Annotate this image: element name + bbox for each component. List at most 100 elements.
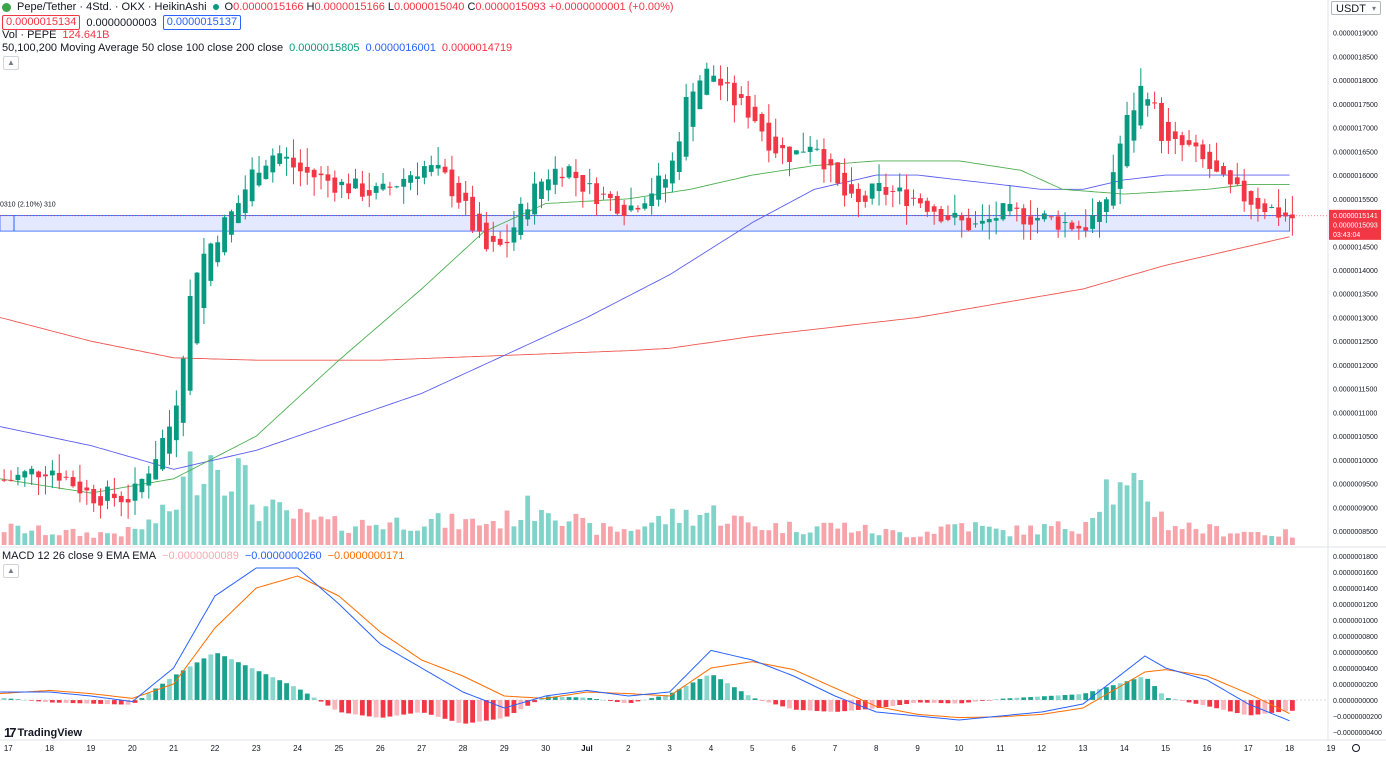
c-value: 0.0000015093 [475,1,546,13]
volume-bar [855,531,861,545]
volume-bar [1227,533,1233,545]
macd-histogram-bar [614,700,620,702]
candle-body [1193,142,1199,147]
candle-body [1269,207,1275,209]
volume-bar [621,529,627,545]
candle-body [387,186,393,188]
price-tick-label: 0.0000014000 [1333,268,1378,275]
currency-selector[interactable]: USDT ▾ [1331,1,1381,15]
volume-bar [649,522,655,545]
l-value: 0.0000015040 [394,1,465,13]
macd-histogram-bar [1000,698,1006,700]
macd-histogram-bar [594,699,599,700]
macd-histogram-bar [229,659,234,700]
macd-histogram-bar [1269,700,1275,713]
volume-bar [180,476,186,545]
candle-body [463,192,469,201]
volume-bar [359,519,365,545]
volume-bar [738,516,744,545]
candle-body [745,96,751,118]
collapse-legend-button[interactable]: ▲ [3,56,19,70]
candle-body [711,75,717,82]
candle-body [373,186,379,193]
candle-body [173,405,179,441]
volume-bar [29,530,35,545]
macd-histogram-bar [235,662,241,700]
macd-histogram-bar [532,700,537,703]
volume-bar [256,521,262,545]
volume-bar [346,532,351,545]
macd-histogram-bar [180,670,186,700]
ma-label[interactable]: 50,100,200 Moving Average 50 close 100 c… [2,42,284,54]
volume-bar [1131,472,1137,545]
candle-body [504,241,510,244]
chevron-down-icon: ▾ [1371,4,1376,13]
time-tick-label: 5 [750,744,755,753]
volume-bar [1090,517,1096,545]
candle-body [649,193,655,206]
candle-body [105,486,110,501]
volume-label: Vol · PEPE [2,29,57,41]
macd-histogram-bar [966,700,972,703]
candle-body [449,169,455,197]
price-tick-label: 0.0000008500 [1333,529,1378,536]
macd-histogram-bar [1021,697,1027,700]
macd-histogram-bar [787,700,792,709]
volume-bar [456,529,462,545]
settings-icon[interactable] [1352,744,1360,752]
volume-bar [1165,530,1171,545]
candle-body [1145,99,1151,106]
volume-bar [511,526,517,545]
macd-label[interactable]: MACD 12 26 close 9 EMA EMA [2,550,157,562]
volume-bar [36,525,41,545]
volume-bar [1021,534,1027,545]
macd-histogram-bar [924,700,930,703]
volume-bar [1055,521,1061,545]
candle-body [849,184,854,194]
volume-bar [22,533,28,545]
macd-histogram-bar [690,682,696,700]
volume-bar [146,519,152,545]
volume-bar [43,535,48,545]
header-line-1: Pepe/Tether · 4Std. · OKX · HeikinAshi O… [2,1,674,13]
candle-body [855,188,861,203]
macd-histogram-bar [1007,698,1013,700]
macd-histogram-bar [979,700,985,701]
collapse-macd-button[interactable]: ▲ [3,564,19,578]
candle-body [8,479,14,481]
macd-histogram-bar [835,700,841,712]
volume-bar [966,531,972,545]
volume-bar [752,526,758,545]
candle-body [49,470,55,476]
bid-price-button[interactable]: 0.0000015134 [2,15,81,30]
o-value: 0.0000015166 [233,1,304,13]
volume-bar [697,514,703,545]
volume-bar [979,525,985,545]
symbol-title[interactable]: Pepe/Tether · 4Std. · OKX · HeikinAshi [17,1,207,13]
macd-histogram-bar [339,700,345,713]
candle-body [669,160,675,184]
macd-histogram-bar [43,700,48,702]
volume-bar [1179,529,1185,545]
macd-histogram-bar [242,665,248,700]
volume-bar [745,522,751,545]
volume-bar [704,512,710,545]
macd-histogram-bar [477,700,482,722]
ask-price-button[interactable]: 0.0000015137 [162,15,242,30]
volume-bar [187,451,193,545]
candle-body [442,166,448,173]
volume-bar [229,491,234,545]
volume-bar [470,518,475,545]
volume-bar [1172,526,1178,545]
volume-bar [463,519,469,545]
volume-bar [793,532,799,545]
macd-histogram-bar [421,700,427,713]
tradingview-logo[interactable]: 17 TradingView [4,725,82,740]
volume-bar [607,526,613,545]
h-value: 0.0000015166 [314,1,385,13]
price-tick-label: 0.0000011500 [1333,387,1377,394]
volume-bar [1193,529,1199,545]
volume-bar [421,526,427,545]
time-tick-label: 28 [458,744,467,753]
